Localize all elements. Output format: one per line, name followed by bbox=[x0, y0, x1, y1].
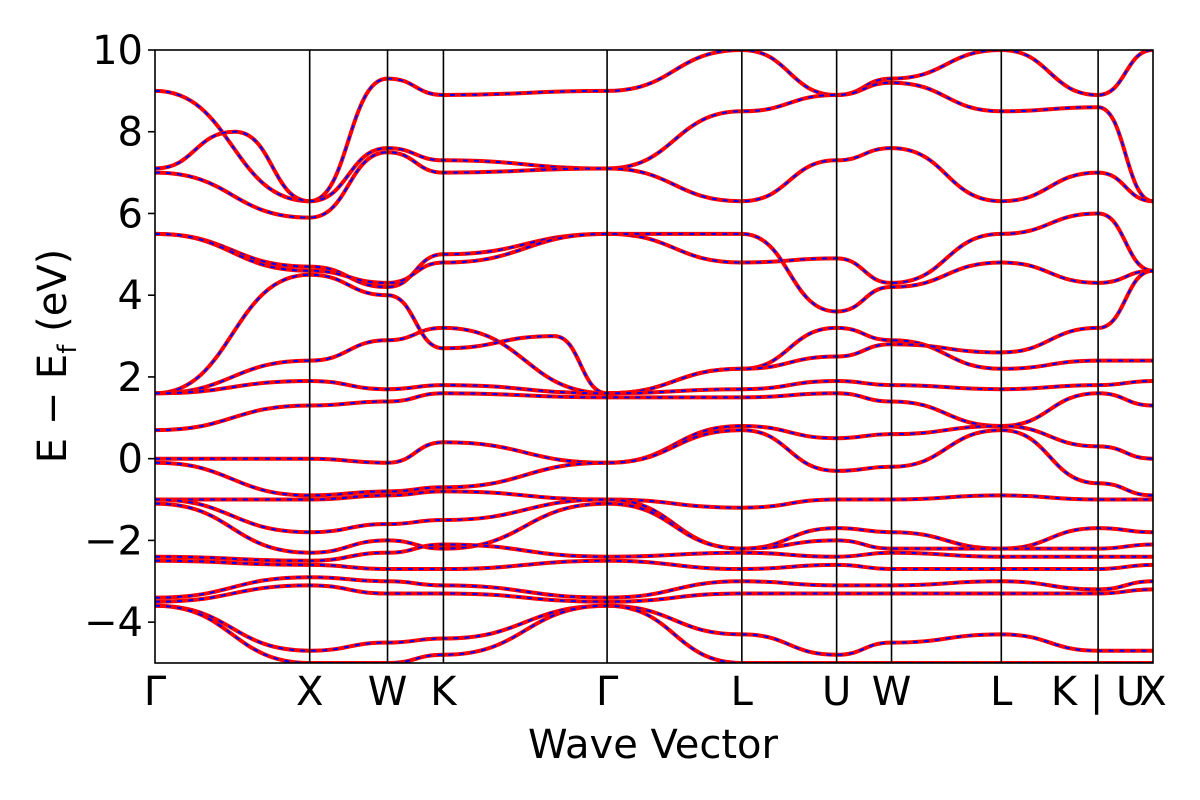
band-line-dashed-11 bbox=[155, 490, 1153, 509]
y-tick-label: 6 bbox=[118, 191, 143, 237]
band-line-6 bbox=[155, 268, 1153, 396]
band-line-8 bbox=[155, 391, 1153, 433]
band-line-dashed-4 bbox=[155, 232, 1153, 313]
band-line-2 bbox=[155, 146, 1153, 220]
band-line-dashed-0 bbox=[155, 50, 1153, 203]
x-tick-label: L bbox=[731, 669, 754, 715]
x-tick-label: X bbox=[1139, 669, 1166, 715]
y-tick-label: 10 bbox=[92, 28, 143, 74]
x-tick-label: K bbox=[430, 669, 458, 715]
band-line-dashed-15 bbox=[155, 559, 1153, 571]
y-tick-label: −2 bbox=[84, 518, 143, 564]
x-tick-label: W bbox=[872, 669, 912, 715]
x-tick-label: Γ bbox=[144, 669, 167, 715]
band-lines bbox=[155, 50, 1153, 663]
band-line-dashed-16 bbox=[155, 576, 1153, 599]
x-tick-label: L bbox=[990, 669, 1013, 715]
band-line-dashed-6 bbox=[155, 269, 1153, 395]
y-tick-label: 8 bbox=[118, 110, 143, 156]
band-line-1 bbox=[155, 80, 1153, 204]
plot-frame bbox=[154, 49, 1154, 664]
band-line-9 bbox=[155, 423, 1153, 465]
band-line-18 bbox=[155, 603, 1153, 657]
band-line-dashed-12 bbox=[155, 498, 1153, 550]
y-axis-title-subscript: f bbox=[53, 344, 83, 354]
band-line-dashed-17 bbox=[155, 584, 1153, 603]
y-tick-label: −4 bbox=[84, 600, 143, 646]
band-line-12 bbox=[155, 497, 1153, 551]
band-line-dashed-18 bbox=[155, 604, 1153, 656]
x-tick-label: U bbox=[822, 669, 851, 715]
x-tick-label: X bbox=[296, 669, 323, 715]
band-line-dashed-5 bbox=[155, 326, 1153, 395]
band-line-dashed-14 bbox=[155, 543, 1153, 562]
band-line-0 bbox=[155, 50, 1153, 204]
y-tick-label: 0 bbox=[118, 437, 143, 483]
y-axis-title: E − Ef (eV) bbox=[30, 249, 83, 464]
band-line-dashed-1 bbox=[155, 81, 1153, 203]
y-tick-label: 4 bbox=[118, 273, 143, 319]
high-symmetry-lines bbox=[308, 50, 1099, 663]
x-tick-label: Γ bbox=[596, 669, 619, 715]
x-tick-label: W bbox=[368, 669, 408, 715]
y-axis: −4 −2 0 2 4 6 8 10 bbox=[84, 28, 155, 646]
band-line-4 bbox=[155, 231, 1153, 314]
band-line-19 bbox=[155, 603, 1153, 663]
y-tick-label: 2 bbox=[118, 355, 143, 401]
y-axis-title-main: E − E bbox=[30, 354, 76, 464]
band-line-dashed-7 bbox=[155, 379, 1153, 395]
band-line-dashed-2 bbox=[155, 147, 1153, 219]
band-line-dashed-10 bbox=[155, 429, 1153, 497]
x-tick-label: K | U bbox=[1051, 669, 1145, 715]
y-axis-title-unit: (eV) bbox=[30, 249, 76, 345]
x-axis-title: Wave Vector bbox=[528, 722, 779, 768]
band-line-10 bbox=[155, 428, 1153, 498]
